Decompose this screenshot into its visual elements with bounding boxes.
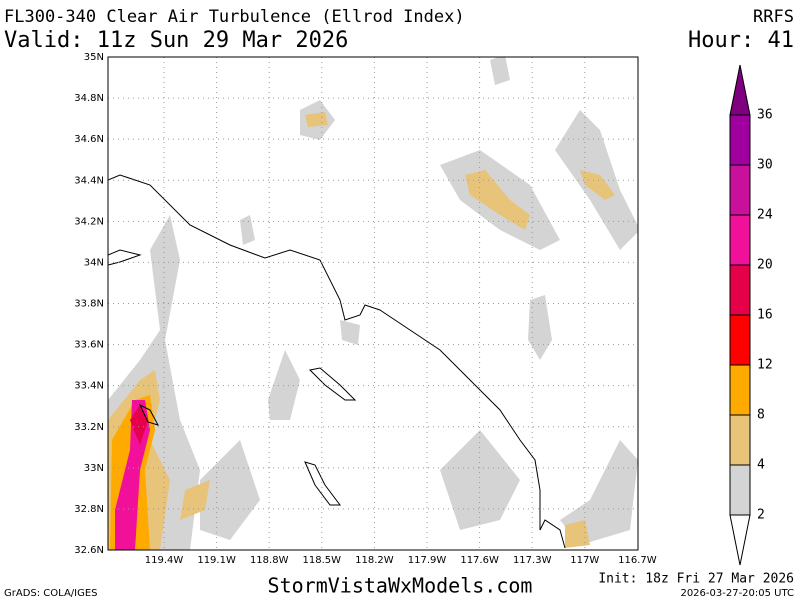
- lon-label: 118.5W: [303, 555, 342, 566]
- lat-label: 34.4N: [74, 175, 104, 186]
- valid-time: Valid: 11z Sun 29 Mar 2026: [4, 28, 348, 53]
- timestamp: 2026-03-27-20:05 UTC: [680, 588, 794, 599]
- grads-credit: GrADS: COLA/IGES: [4, 588, 98, 599]
- lat-label: 34.8N: [74, 93, 104, 104]
- colorbar-segment: [729, 464, 751, 516]
- lon-label: 116.7W: [618, 555, 657, 566]
- colorbar-low: [729, 514, 751, 566]
- lat-label: 34N: [84, 257, 104, 268]
- lon-label: 117.6W: [460, 555, 499, 566]
- lon-label: 118.2W: [355, 555, 394, 566]
- lat-label: 33.2N: [74, 422, 104, 433]
- lon-label: 119.4W: [145, 555, 184, 566]
- lat-label: 33.6N: [74, 340, 104, 351]
- lat-label: 32.8N: [74, 504, 104, 515]
- colorbar-label: 24: [757, 208, 773, 223]
- lon-label: 117W: [570, 555, 599, 566]
- turbulence-field: [108, 57, 638, 550]
- lat-label: 33N: [84, 463, 104, 474]
- colorbar-label: 20: [757, 258, 773, 273]
- model: RRFS: [753, 7, 794, 27]
- colorbar-segment: [729, 264, 751, 316]
- lat-label: 34.6N: [74, 134, 104, 145]
- lat-label: 33.8N: [74, 299, 104, 310]
- colorbar-segment: [729, 164, 751, 216]
- lon-label: 117.3W: [513, 555, 552, 566]
- colorbar-label: 36: [757, 108, 773, 123]
- colorbar-segment: [729, 214, 751, 266]
- lon-label: 118.8W: [250, 555, 289, 566]
- colorbar-high: [729, 64, 751, 116]
- colorbar-label: 4: [757, 458, 765, 473]
- lon-label: 119.1W: [197, 555, 236, 566]
- map-frame: [107, 56, 639, 551]
- colorbar-label: 8: [757, 408, 765, 423]
- title: FL300-340 Clear Air Turbulence (Ellrod I…: [4, 7, 465, 27]
- colorbar-label: 2: [757, 508, 765, 523]
- lat-label: 33.4N: [74, 381, 104, 392]
- colorbar-segment: [729, 114, 751, 166]
- colorbar-label: 12: [757, 358, 773, 373]
- colorbar-segment: [729, 314, 751, 366]
- init-time: Init: 18z Fri 27 Mar 2026: [598, 572, 794, 587]
- lat-label: 35N: [84, 52, 104, 63]
- site: StormVistaWxModels.com: [268, 574, 533, 598]
- lat-label: 34.2N: [74, 216, 104, 227]
- lon-label: 117.9W: [408, 555, 447, 566]
- colorbar-label: 30: [757, 158, 773, 173]
- lat-label: 32.6N: [74, 545, 104, 556]
- graticule: [108, 57, 638, 550]
- colorbar-segment: [729, 414, 751, 466]
- coastline: [108, 174, 566, 549]
- colorbar-label: 16: [757, 308, 773, 323]
- colorbar-segment: [729, 364, 751, 416]
- forecast-hour: Hour: 41: [688, 28, 794, 53]
